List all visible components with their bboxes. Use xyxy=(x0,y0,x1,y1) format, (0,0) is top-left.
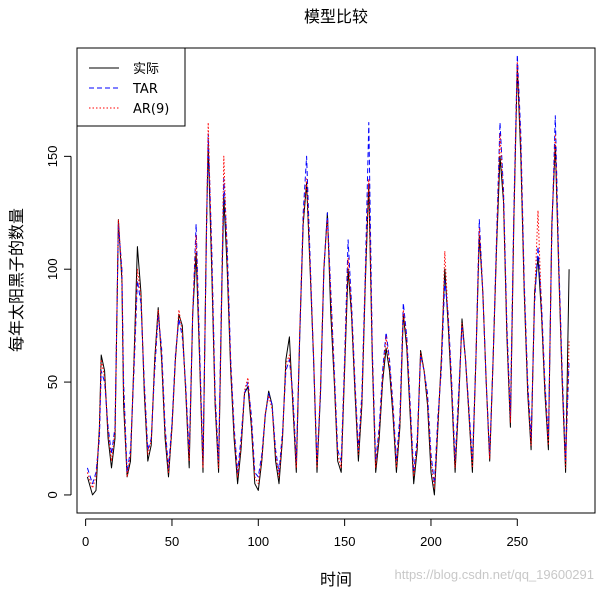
y-tick-label-2: 100 xyxy=(45,258,60,280)
x-tick-label-3: 150 xyxy=(334,534,356,549)
legend-box xyxy=(76,47,186,127)
watermark: https://blog.csdn.net/qq_19600291 xyxy=(395,567,595,582)
series-line-2 xyxy=(86,61,570,489)
x-tick-label-5: 250 xyxy=(506,534,528,549)
x-tick-label-0: 0 xyxy=(82,534,89,549)
axes: 0 50 100 150 200 250 0 50 100 150 xyxy=(45,145,528,549)
y-tick-label-0: 0 xyxy=(45,491,60,498)
legend-label-1: TAR xyxy=(132,82,158,97)
x-axis-label: 时间 xyxy=(320,570,352,589)
x-tick-label-2: 100 xyxy=(247,534,269,549)
legend-label-2: AR(9) xyxy=(133,102,169,117)
y-axis-label: 每年太阳黑子的数量 xyxy=(7,208,26,352)
plot-frame xyxy=(76,47,596,514)
x-tick-label-4: 200 xyxy=(420,534,442,549)
y-tick-label-1: 50 xyxy=(45,375,60,389)
series-line-0 xyxy=(86,65,570,496)
legend-label-0: 实际 xyxy=(133,62,159,77)
chart-title: 模型比较 xyxy=(304,7,368,26)
legend: 实际 TAR AR(9) xyxy=(76,47,186,127)
y-tick-label-3: 150 xyxy=(45,145,60,167)
x-tick-label-1: 50 xyxy=(165,534,179,549)
series-layer xyxy=(86,54,570,496)
